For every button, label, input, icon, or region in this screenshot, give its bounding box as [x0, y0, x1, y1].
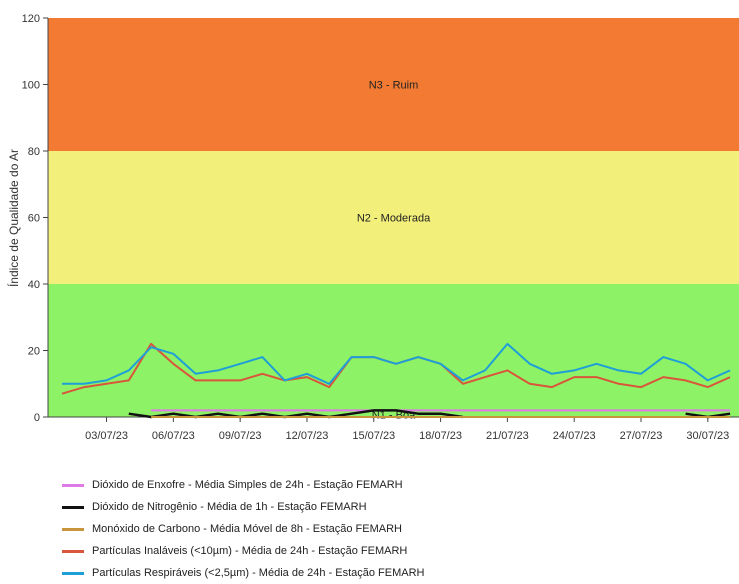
- band-1: [48, 284, 739, 417]
- legend-swatch: [62, 571, 84, 575]
- band-3: [48, 18, 739, 151]
- band-label: N2 - Moderada: [357, 213, 431, 225]
- band-2: [48, 151, 739, 284]
- y-tick-label: 20: [28, 346, 40, 358]
- x-tick-label: 24/07/23: [553, 430, 596, 442]
- x-tick-label: 27/07/23: [620, 430, 663, 442]
- x-tick-label: 15/07/23: [352, 430, 395, 442]
- y-tick-label: 80: [28, 146, 40, 158]
- band-label: N3 - Ruim: [369, 80, 419, 92]
- x-tick-label: 03/07/23: [85, 430, 128, 442]
- legend-swatch: [62, 527, 84, 531]
- y-axis: 0 20 40 60 80 100 120: [22, 13, 49, 424]
- y-tick-label: 40: [28, 279, 40, 291]
- series-lines: [61, 342, 731, 419]
- legend-item[interactable]: Partículas Respiráveis (<2,5µm) - Média …: [62, 562, 425, 584]
- legend-label: Dióxido de Nitrogênio - Média de 1h - Es…: [92, 501, 367, 513]
- series-line-5: [62, 342, 731, 385]
- y-tick-label: 120: [22, 13, 40, 25]
- legend-label: Partículas Respiráveis (<2,5µm) - Média …: [92, 567, 425, 579]
- quality-bands: [48, 18, 739, 417]
- y-tick-label: 100: [22, 80, 40, 92]
- legend-label: Dióxido de Enxofre - Média Simples de 24…: [92, 479, 403, 491]
- y-tick-label: 60: [28, 213, 40, 225]
- legend-swatch: [62, 483, 84, 487]
- legend-item[interactable]: Dióxido de Nitrogênio - Média de 1h - Es…: [62, 496, 425, 518]
- legend-item[interactable]: Dióxido de Enxofre - Média Simples de 24…: [62, 474, 425, 496]
- legend-item[interactable]: Monóxido de Carbono - Média Móvel de 8h …: [62, 518, 425, 540]
- legend-swatch: [62, 549, 84, 553]
- legend-item[interactable]: Partículas Inaláveis (<10µm) - Média de …: [62, 540, 425, 562]
- legend-label: Partículas Inaláveis (<10µm) - Média de …: [92, 545, 408, 557]
- x-tick-label: 12/07/23: [286, 430, 329, 442]
- x-tick-label: 09/07/23: [219, 430, 262, 442]
- x-tick-label: 18/07/23: [419, 430, 462, 442]
- legend-swatch: [62, 505, 84, 509]
- y-tick-label: 0: [34, 412, 40, 424]
- legend: Dióxido de Enxofre - Média Simples de 24…: [62, 474, 425, 584]
- x-tick-label: 06/07/23: [152, 430, 195, 442]
- legend-label: Monóxido de Carbono - Média Móvel de 8h …: [92, 523, 402, 535]
- x-tick-label: 30/07/23: [686, 430, 729, 442]
- y-axis-title: Índice de Qualidade do Ar: [6, 149, 21, 287]
- x-tick-label: 21/07/23: [486, 430, 529, 442]
